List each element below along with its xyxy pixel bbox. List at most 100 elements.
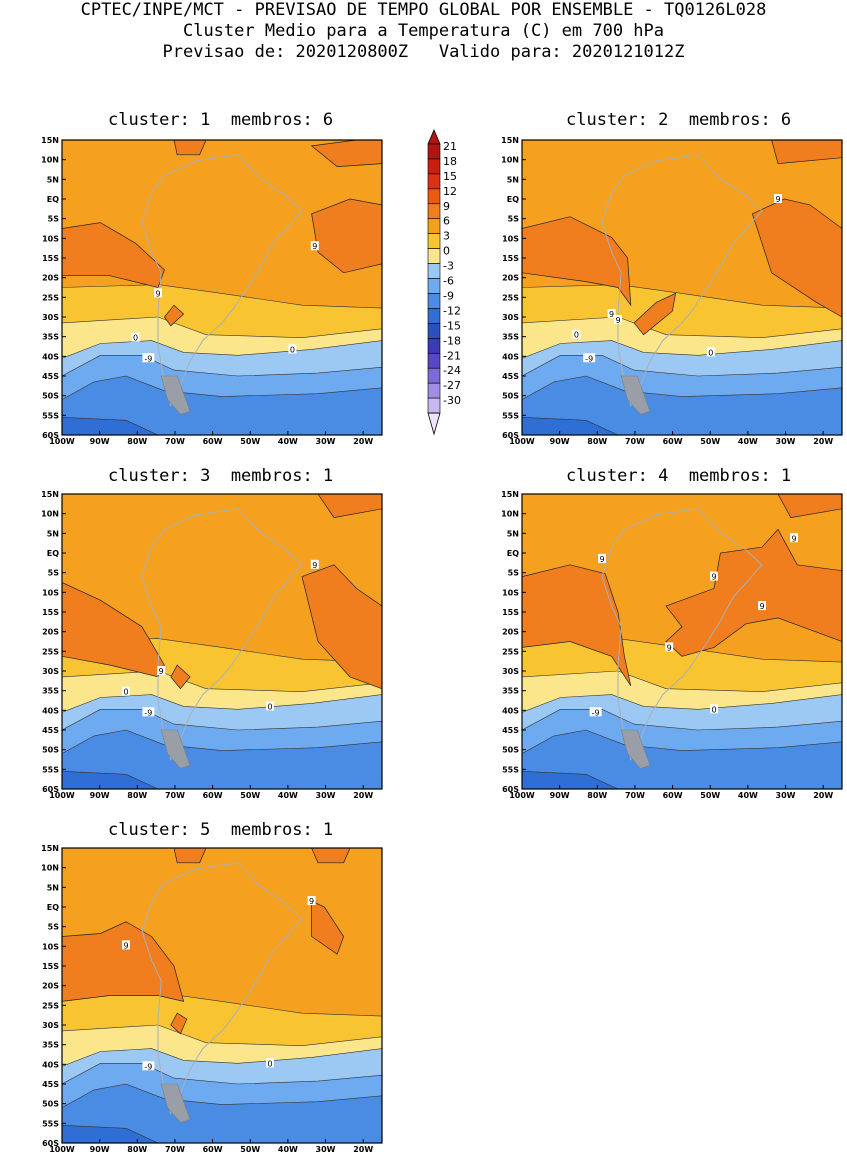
colorbar-label: 15 xyxy=(443,170,457,183)
lon-tick-label: 100W xyxy=(509,437,535,446)
colorbar-label: -3 xyxy=(443,260,454,273)
contour-label: 0 xyxy=(290,345,295,354)
lat-tick-label: 60S xyxy=(42,1139,59,1148)
warm-region xyxy=(751,198,842,318)
map-frame xyxy=(61,847,383,1144)
lat-tick-label: 55S xyxy=(502,765,519,774)
contour-label: 0 xyxy=(711,705,716,714)
lat-tick-label: 5S xyxy=(48,923,60,932)
lat-tick-label: 30S xyxy=(502,667,519,676)
warm-region xyxy=(665,528,842,657)
contour-label: 9 xyxy=(312,242,317,251)
contour-label: -9 xyxy=(144,354,152,363)
lat-tick-label: 40S xyxy=(42,352,59,361)
lon-tick-label: 70W xyxy=(165,791,185,800)
colorbar-label: 3 xyxy=(443,230,450,243)
lat-tick-label: 40S xyxy=(42,706,59,715)
colorbar-label: -9 xyxy=(443,289,454,302)
contour-label: 0 xyxy=(123,688,128,697)
lat-tick-label: 5N xyxy=(47,883,59,892)
lat-tick-label: 10N xyxy=(41,156,59,165)
contour-label: 9 xyxy=(309,897,314,906)
colorbar-label: -30 xyxy=(443,394,461,407)
warm-region xyxy=(301,564,382,690)
lat-tick-label: 60S xyxy=(502,785,519,794)
colorbar-segment xyxy=(427,203,441,220)
continent-outline xyxy=(601,154,763,407)
contour-label: -9 xyxy=(592,708,600,717)
lat-tick-label: 25S xyxy=(42,1001,59,1010)
lat-tick-label: 5S xyxy=(48,215,60,224)
contour-label: 9 xyxy=(159,667,164,676)
lon-tick-label: 60W xyxy=(203,791,223,800)
colorbar-segment xyxy=(427,308,441,324)
panel-title: cluster: 5 membros: 1 xyxy=(108,820,334,840)
lon-tick-label: 90W xyxy=(550,437,570,446)
contour-band xyxy=(522,416,619,435)
warm-region xyxy=(522,564,632,686)
lat-tick-label: 50S xyxy=(42,392,59,401)
lat-tick-label: 40S xyxy=(502,352,519,361)
lon-tick-label: 60W xyxy=(203,1145,223,1154)
lat-tick-label: 5S xyxy=(508,215,520,224)
lat-tick-label: 45S xyxy=(502,726,519,735)
panel-title: cluster: 3 membros: 1 xyxy=(108,466,334,486)
contour-band xyxy=(62,416,159,435)
lon-tick-label: 70W xyxy=(165,1145,185,1154)
lat-tick-label: 20S xyxy=(42,628,59,637)
lat-tick-label: 15S xyxy=(502,608,519,617)
colorbar-label: -24 xyxy=(443,364,461,377)
lon-tick-label: 80W xyxy=(127,791,147,800)
contour-band xyxy=(62,729,382,789)
colorbar-label: -21 xyxy=(443,349,461,362)
colorbar-segment xyxy=(427,143,441,160)
lon-tick-label: 50W xyxy=(700,791,720,800)
lat-tick-label: 10N xyxy=(41,864,59,873)
contour-label: -9 xyxy=(144,708,152,717)
contour-band xyxy=(522,375,842,435)
header-line-1: CPTEC/INPE/MCT - PREVISAO DE TEMPO GLOBA… xyxy=(80,0,767,20)
lat-tick-label: 60S xyxy=(42,431,59,440)
lat-tick-label: 15N xyxy=(41,490,59,499)
contour-label: 9 xyxy=(615,316,620,325)
contour-label: 9 xyxy=(155,289,160,298)
lat-tick-label: EQ xyxy=(47,195,59,204)
warm-region xyxy=(310,140,382,167)
lon-tick-label: 80W xyxy=(587,437,607,446)
contour-band xyxy=(62,770,159,789)
lat-tick-label: 15N xyxy=(41,136,59,145)
lon-tick-label: 30W xyxy=(316,1145,336,1154)
lon-tick-label: 70W xyxy=(625,437,645,446)
patagonia-land xyxy=(620,729,651,769)
colorbar-segment xyxy=(427,352,441,369)
lat-tick-label: 10N xyxy=(41,510,59,519)
warm-region xyxy=(633,292,677,336)
lat-tick-label: 20S xyxy=(502,628,519,637)
lat-tick-label: 15N xyxy=(41,844,59,853)
lon-tick-label: 60W xyxy=(663,791,683,800)
lat-tick-label: 15S xyxy=(502,254,519,263)
lon-tick-label: 40W xyxy=(738,791,758,800)
contour-band xyxy=(522,729,842,789)
warm-region xyxy=(163,304,185,327)
lat-tick-label: 50S xyxy=(42,1100,59,1109)
lat-tick-label: 20S xyxy=(502,274,519,283)
colorbar-label: -18 xyxy=(443,334,461,347)
lon-tick-label: 30W xyxy=(776,791,796,800)
map-panel-5: 15N 10N 5N EQ 5S 10S 15S 20S 25S 30S 35S 40S 45S 50S 5… xyxy=(41,844,383,1154)
lon-tick-label: 40W xyxy=(738,437,758,446)
lat-tick-label: 50S xyxy=(502,746,519,755)
colorbar-segment xyxy=(427,397,441,414)
contour-label: 9 xyxy=(123,941,128,950)
lat-tick-label: 30S xyxy=(42,667,59,676)
lon-tick-label: 40W xyxy=(278,1145,298,1154)
lon-tick-label: 20W xyxy=(353,437,373,446)
contour-label: 9 xyxy=(759,602,764,611)
map-frame xyxy=(521,493,843,790)
lon-tick-label: 30W xyxy=(776,437,796,446)
lon-tick-label: 70W xyxy=(625,791,645,800)
colorbar-segment xyxy=(427,173,441,190)
colorbar-label: -12 xyxy=(443,304,461,317)
lat-tick-label: 15S xyxy=(42,254,59,263)
colorbar-segment xyxy=(427,323,441,339)
